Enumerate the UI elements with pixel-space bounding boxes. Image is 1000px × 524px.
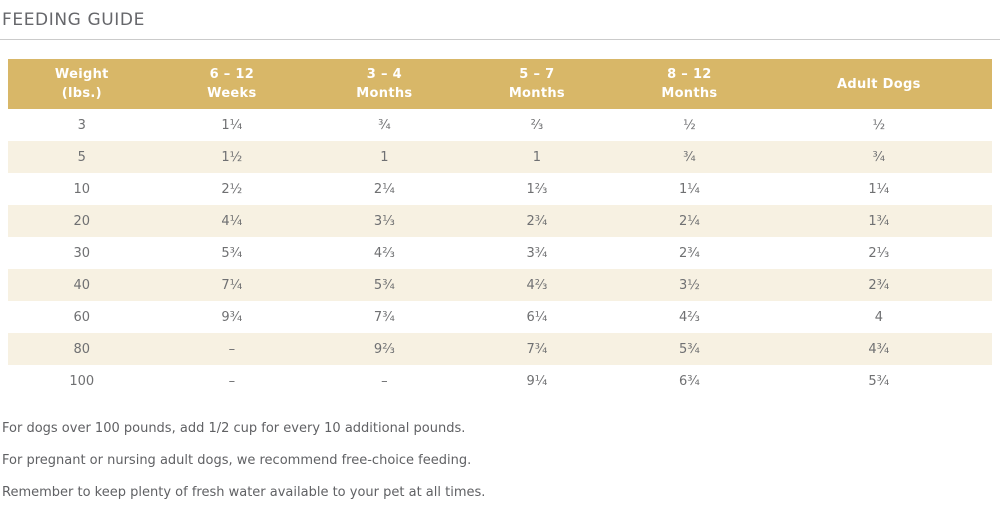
feeding-table: Weight (lbs.) 6 – 12 Weeks 3 – 4 Months … xyxy=(8,59,992,397)
table-cell: 2¼ xyxy=(373,181,395,197)
table-cell: 30 xyxy=(73,245,91,261)
table-cell: ½ xyxy=(683,117,696,133)
table-cell: 4 xyxy=(874,309,883,325)
table-cell: 100 xyxy=(69,373,95,389)
table-cell: 5 xyxy=(8,141,156,173)
header-line: Months xyxy=(508,86,565,101)
table-cell: 4⅔ xyxy=(373,245,395,261)
table-cell: 10 xyxy=(73,181,91,197)
table-cell: ¾ xyxy=(765,141,992,173)
table-cell: 1¼ xyxy=(678,181,700,197)
table-cell: 1⅔ xyxy=(526,181,548,197)
table-cell: 7¼ xyxy=(155,269,309,301)
table-cell: 4⅔ xyxy=(678,309,700,325)
table-cell: 6¾ xyxy=(678,373,700,389)
table-cell: 5¾ xyxy=(868,373,890,389)
table-cell: 2½ xyxy=(221,181,243,197)
table-cell: 2⅓ xyxy=(868,245,890,261)
feeding-table-container: Weight (lbs.) 6 – 12 Weeks 3 – 4 Months … xyxy=(8,59,992,397)
table-row: 80–9⅔ 7¾ 5¾ 4¾ xyxy=(8,333,992,365)
table-cell: 7¾ xyxy=(460,333,614,365)
header-row: Weight (lbs.) 6 – 12 Weeks 3 – 4 Months … xyxy=(8,59,992,109)
table-cell: 5¾ xyxy=(308,269,461,301)
table-cell: 9⅔ xyxy=(308,333,461,365)
table-row: 100 – – 9¼ 6¾ 5¾ xyxy=(8,365,992,397)
table-cell: 4⅔ xyxy=(460,269,614,301)
table-row: 20 4¼ 3⅓ 2¾ 2¼ 1¾ xyxy=(8,205,992,237)
header-line: 6 – 12 xyxy=(209,67,255,82)
table-cell: 1¼ xyxy=(868,181,890,197)
note-pregnant-nursing: For pregnant or nursing adult dogs, we r… xyxy=(2,453,472,468)
table-cell: 60 xyxy=(73,309,91,325)
column-header-adult-dogs: Adult Dogs xyxy=(765,59,992,109)
table-cell: 40 xyxy=(8,269,156,301)
header-line: Adult Dogs xyxy=(837,76,921,92)
header-line: Weight xyxy=(54,67,109,82)
table-cell: 1½ xyxy=(155,141,309,173)
table-cell: 3 xyxy=(77,117,86,133)
table-cell: 80 xyxy=(8,333,156,365)
table-cell: 3¾ xyxy=(526,245,548,261)
table-cell: ½ xyxy=(872,117,886,133)
table-cell: 1¼ xyxy=(221,117,243,133)
page-title: FEEDING GUIDE xyxy=(2,10,145,30)
table-body: 3 1¼ ¾ ⅔ ½ ½ 5 1½ 1 1 ¾ ¾ 10 2½ 2¼ 1⅔ 1¼ 1¼ 20 4¼ 3⅓ 2¾ 2¼ 1¾ 30… xyxy=(8,109,992,397)
table-row: 5 1½ 1 1 ¾ ¾ xyxy=(8,141,992,173)
table-cell: ¾ xyxy=(378,117,391,133)
table-cell: – xyxy=(155,333,309,365)
table-row: 10 2½ 2¼ 1⅔ 1¼ 1¼ xyxy=(8,173,992,205)
column-header-8-12-months: 8 – 12 Months xyxy=(613,59,766,109)
table-cell: – xyxy=(228,373,236,389)
table-row: 60 9¾ 7¾ 6¼ 4⅔ 4 xyxy=(8,301,992,333)
table-cell: 1 xyxy=(460,141,614,173)
table-row: 40 7¼ 5¾ 4⅔ 3½ 2¾ xyxy=(8,269,992,301)
header-line: Months xyxy=(661,86,718,101)
table-cell: 4¼ xyxy=(155,205,309,237)
note-fresh-water: Remember to keep plenty of fresh water a… xyxy=(2,485,486,500)
page-header: FEEDING GUIDE xyxy=(0,0,1000,40)
table-cell: ⅔ xyxy=(530,117,544,133)
table-cell: 6¼ xyxy=(526,309,548,325)
table-row: 3 1¼ ¾ ⅔ ½ ½ xyxy=(8,109,992,141)
header-line: (lbs.) xyxy=(61,86,102,101)
table-cell: 20 xyxy=(8,205,156,237)
header-line: Months xyxy=(356,86,413,101)
table-cell: 1 xyxy=(308,141,461,173)
notes: For dogs over 100 pounds, add 1/2 cup fo… xyxy=(2,421,1000,501)
table-cell: 2¼ xyxy=(613,205,766,237)
table-cell: 9¾ xyxy=(221,309,243,325)
table-cell: ¾ xyxy=(613,141,766,173)
table-cell: 4¾ xyxy=(765,333,992,365)
table-cell: 5¾ xyxy=(221,245,243,261)
header-line: 5 – 7 xyxy=(519,67,555,82)
header-line: 3 – 4 xyxy=(366,67,402,82)
table-cell: 7¾ xyxy=(373,309,395,325)
table-cell: 2¾ xyxy=(460,205,614,237)
column-header-6-12-weeks: 6 – 12 Weeks xyxy=(155,59,309,109)
table-cell: 2¾ xyxy=(678,245,700,261)
header-line: 8 – 12 xyxy=(667,67,712,82)
column-header-5-7-months: 5 – 7 Months xyxy=(460,59,614,109)
table-cell: 5¾ xyxy=(613,333,766,365)
table-cell: 1¾ xyxy=(765,205,992,237)
header-line: Weeks xyxy=(207,86,257,101)
table-cell: 2¾ xyxy=(765,269,992,301)
table-cell: 3⅓ xyxy=(308,205,461,237)
table-cell: 9¼ xyxy=(526,373,548,389)
column-header-weight: Weight (lbs.) xyxy=(8,59,156,109)
table-cell: 3½ xyxy=(613,269,766,301)
table-row: 30 5¾ 4⅔ 3¾ 2¾ 2⅓ xyxy=(8,237,992,269)
note-over-100-pounds: For dogs over 100 pounds, add 1/2 cup fo… xyxy=(2,421,466,436)
table-cell: – xyxy=(381,373,388,389)
column-header-3-4-months: 3 – 4 Months xyxy=(308,59,461,109)
